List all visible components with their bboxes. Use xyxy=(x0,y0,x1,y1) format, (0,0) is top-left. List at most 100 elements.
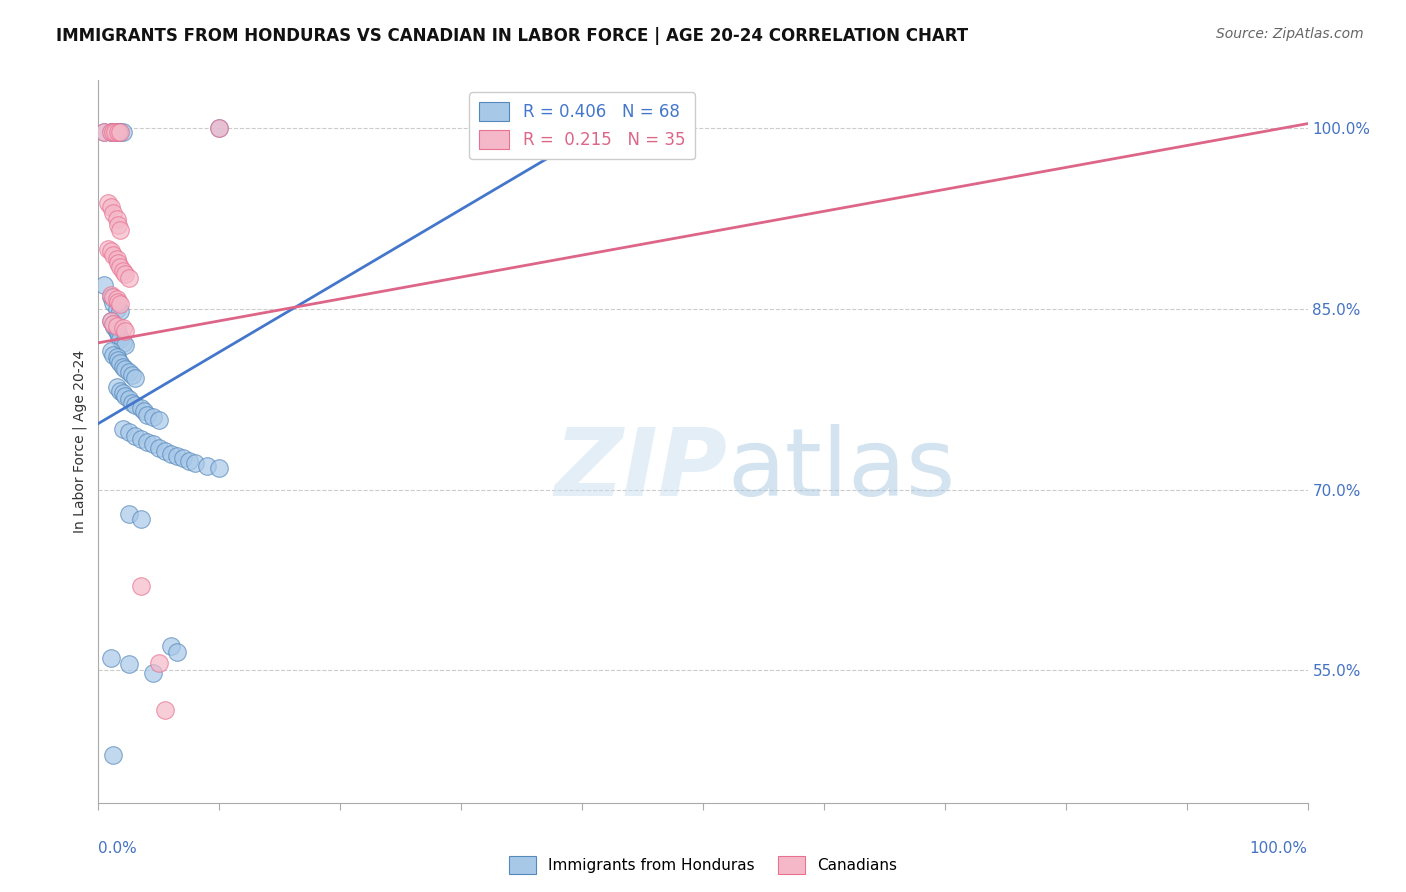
Text: 0.0%: 0.0% xyxy=(98,841,138,856)
Point xyxy=(184,456,207,470)
Point xyxy=(108,297,131,311)
Point xyxy=(153,703,176,717)
Point xyxy=(97,242,120,256)
Point xyxy=(114,362,136,376)
Point xyxy=(107,352,129,367)
Text: 100.0%: 100.0% xyxy=(1250,841,1308,856)
Point xyxy=(121,368,143,383)
Point xyxy=(111,125,134,139)
Point xyxy=(208,121,231,136)
Point xyxy=(107,326,129,341)
Point xyxy=(101,248,124,262)
Point xyxy=(101,125,124,139)
Point xyxy=(129,432,152,446)
Point xyxy=(148,441,170,455)
Point xyxy=(111,423,134,437)
Point xyxy=(100,200,122,214)
Point xyxy=(107,294,129,309)
Legend: Immigrants from Honduras, Canadians: Immigrants from Honduras, Canadians xyxy=(502,850,904,880)
Point xyxy=(118,657,141,672)
Point xyxy=(105,324,128,338)
Point xyxy=(114,338,136,352)
Point xyxy=(118,425,141,439)
Point xyxy=(129,511,152,525)
Point xyxy=(118,392,141,407)
Point xyxy=(105,211,128,226)
Point xyxy=(101,348,124,362)
Point xyxy=(118,507,141,521)
Point xyxy=(101,747,124,762)
Point xyxy=(160,640,183,654)
Point xyxy=(105,252,128,266)
Text: IMMIGRANTS FROM HONDURAS VS CANADIAN IN LABOR FORCE | AGE 20-24 CORRELATION CHAR: IMMIGRANTS FROM HONDURAS VS CANADIAN IN … xyxy=(56,27,969,45)
Point xyxy=(100,344,122,359)
Point xyxy=(111,359,134,374)
Point xyxy=(135,408,157,422)
Point xyxy=(111,386,134,401)
Point xyxy=(107,125,129,139)
Point xyxy=(114,389,136,403)
Point xyxy=(179,454,201,468)
Point xyxy=(129,401,152,415)
Point xyxy=(118,365,141,379)
Point xyxy=(160,447,183,461)
Point xyxy=(108,125,131,139)
Point xyxy=(105,350,128,364)
Point xyxy=(103,320,125,334)
Point xyxy=(111,335,134,350)
Point xyxy=(93,278,115,293)
Point xyxy=(208,121,231,136)
Point xyxy=(101,317,124,331)
Legend: R = 0.406   N = 68, R =  0.215   N = 35: R = 0.406 N = 68, R = 0.215 N = 35 xyxy=(470,92,695,159)
Point xyxy=(97,196,120,211)
Point xyxy=(100,125,122,139)
Point xyxy=(195,458,218,473)
Point xyxy=(107,218,129,232)
Text: Source: ZipAtlas.com: Source: ZipAtlas.com xyxy=(1216,27,1364,41)
Point xyxy=(100,287,122,301)
Point xyxy=(108,125,131,139)
Point xyxy=(100,651,122,665)
Point xyxy=(107,256,129,270)
Point xyxy=(100,244,122,259)
Point xyxy=(93,125,115,139)
Point xyxy=(107,125,129,139)
Point xyxy=(108,260,131,274)
Point xyxy=(100,314,122,328)
Point xyxy=(101,290,124,304)
Point xyxy=(142,437,165,451)
Point xyxy=(114,267,136,281)
Point xyxy=(111,321,134,335)
Point xyxy=(101,317,124,331)
Point xyxy=(124,428,146,442)
Point xyxy=(104,125,127,139)
Point xyxy=(100,314,122,328)
Point xyxy=(108,304,131,318)
Point xyxy=(124,398,146,412)
Point xyxy=(108,332,131,346)
Point xyxy=(148,656,170,670)
Point xyxy=(105,293,128,307)
Point xyxy=(208,461,231,475)
Point xyxy=(142,665,165,680)
Point xyxy=(148,413,170,427)
Text: ZIP: ZIP xyxy=(554,425,727,516)
Y-axis label: In Labor Force | Age 20-24: In Labor Force | Age 20-24 xyxy=(73,350,87,533)
Point xyxy=(121,396,143,410)
Point xyxy=(101,125,124,139)
Point xyxy=(142,410,165,425)
Point xyxy=(166,645,188,659)
Point xyxy=(111,263,134,277)
Point xyxy=(100,125,122,139)
Point xyxy=(166,449,188,463)
Point xyxy=(105,318,128,333)
Point xyxy=(108,328,131,343)
Point xyxy=(134,404,156,418)
Point xyxy=(108,222,131,236)
Point xyxy=(105,380,128,394)
Point xyxy=(135,434,157,449)
Point xyxy=(101,296,124,310)
Point xyxy=(124,370,146,384)
Point xyxy=(108,356,131,370)
Point xyxy=(118,270,141,285)
